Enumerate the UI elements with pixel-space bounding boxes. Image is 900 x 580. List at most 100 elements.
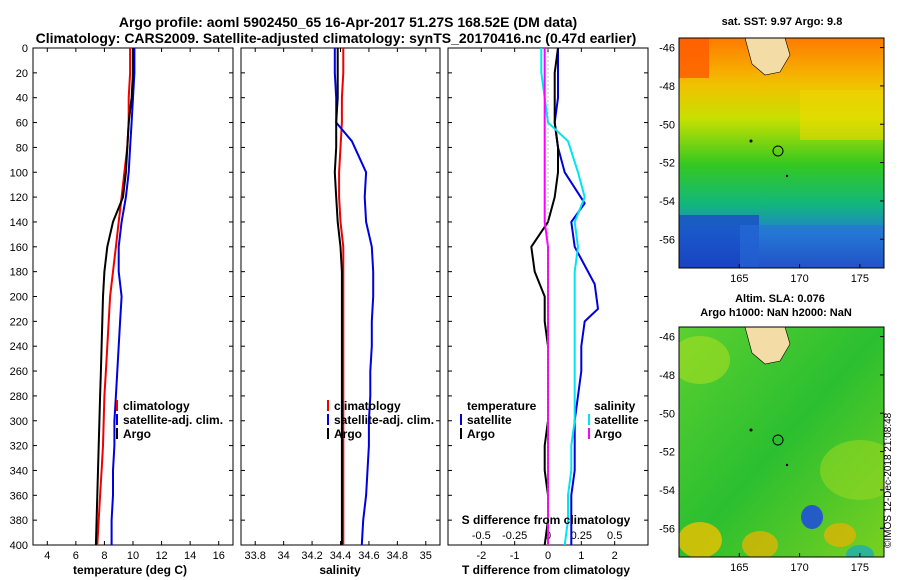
sst-cold-patch (740, 225, 884, 268)
legend-satellite: satellite-adj. clim. (334, 413, 434, 427)
difference-x-tick-label: 0 (545, 550, 551, 562)
difference-x-tick-label: -2 (476, 550, 486, 562)
depth-tick-label: 260 (10, 366, 28, 378)
map-y-tick-label: -50 (659, 119, 675, 131)
legend-t-argo: Argo (467, 427, 495, 441)
legend-climatology-swatch (327, 400, 329, 411)
map-x-tick-label: 170 (790, 562, 808, 574)
sla-high-patch (820, 440, 884, 500)
legend-t-satellite-swatch (460, 414, 462, 425)
sla-map-axes: 165 170 175 -46 -48 -50 -52 -54 -56 (659, 332, 884, 574)
sla-island-marker (785, 463, 789, 467)
sla-argo-position-marker (772, 434, 784, 446)
figure-title-line2: Climatology: CARS2009. Satellite-adjuste… (36, 30, 637, 46)
depth-tick-label: 80 (16, 142, 28, 154)
salinity-series (333, 48, 375, 546)
map-y-tick-label: -48 (659, 370, 675, 382)
map-y-tick-label: -52 (659, 447, 675, 459)
legend-argo-swatch (116, 428, 118, 439)
map-y-tick-label: -50 (659, 408, 675, 420)
temperature-x-tick-label: 4 (44, 550, 50, 562)
salinity-x-tick-label: 34.6 (358, 550, 379, 562)
salinity-panel (240, 47, 441, 546)
sst-map-title: sat. SST: 9.97 Argo: 9.8 (722, 16, 843, 28)
map-y-tick-label: -54 (659, 485, 675, 497)
sla-high-patch (679, 522, 722, 557)
sla-high-patch (679, 336, 730, 384)
sla-map-title: Altim. SLA: 0.076 (735, 293, 825, 305)
difference-s-tick-label: 0.25 (571, 530, 592, 542)
difference-salinity-legend: salinity satellite Argo (588, 399, 639, 441)
figure-title-line1: Argo profile: aoml 5902450_65 16-Apr-201… (119, 14, 577, 30)
sst-warm-patch (679, 38, 709, 78)
series-s-satellite (540, 48, 586, 546)
depth-tick-label: 160 (10, 242, 28, 254)
depth-tick-label: 380 (10, 515, 28, 527)
map-x-tick-label: 175 (851, 562, 869, 574)
legend-temperature-title: temperature (467, 399, 537, 413)
salinity-x-tick-label: 34.4 (330, 550, 351, 562)
temperature-x-tick-label: 12 (155, 550, 167, 562)
temperature-panel (32, 47, 234, 546)
series-argo (333, 48, 343, 545)
difference-s-tick-label: 0.5 (607, 530, 622, 542)
temperature-x-label: temperature (deg C) (73, 563, 187, 577)
map-x-tick-label: 175 (851, 273, 869, 285)
legend-s-satellite-swatch (588, 414, 590, 425)
depth-tick-label: 320 (10, 441, 28, 453)
sla-high-patch (824, 523, 856, 547)
legend-argo: Argo (123, 427, 151, 441)
legend-s-argo: Argo (594, 427, 622, 441)
difference-s-axis: -0.5 -0.25 0 0.25 0.5 (472, 530, 622, 542)
temperature-x-tick-label: 16 (213, 550, 225, 562)
temperature-x-axis: 4 6 8 10 12 14 16 (44, 48, 225, 562)
depth-tick-label: 60 (16, 118, 28, 130)
depth-axis: 0 20 40 60 80 100 120 140 160 180 200 220 240 260 280 3… (10, 43, 648, 552)
legend-t-argo-swatch (460, 428, 462, 439)
legend-satellite-swatch (327, 414, 329, 425)
depth-tick-label: 400 (10, 540, 28, 552)
legend-s-satellite: satellite (594, 413, 639, 427)
difference-temperature-legend: temperature satellite Argo (460, 399, 537, 441)
map-y-tick-label: -52 (659, 158, 675, 170)
difference-s-tick-label: -0.25 (502, 530, 527, 542)
temperature-x-tick-label: 8 (101, 550, 107, 562)
legend-t-satellite: satellite (467, 413, 512, 427)
sla-map-frame (678, 326, 885, 558)
salinity-x-tick-label: 33.8 (245, 550, 266, 562)
sla-island-marker (749, 428, 753, 432)
salinity-x-tick-label: 34 (278, 550, 290, 562)
series-argo (94, 48, 134, 546)
temperature-series (94, 48, 136, 546)
salinity-x-tick-label: 35 (420, 550, 432, 562)
map-y-tick-label: -48 (659, 81, 675, 93)
depth-tick-label: 340 (10, 465, 28, 477)
map-y-tick-label: -46 (659, 43, 675, 55)
map-y-tick-label: -54 (659, 196, 675, 208)
depth-tick-label: 300 (10, 416, 28, 428)
map-y-tick-label: -56 (659, 523, 675, 535)
sst-warm-patch (800, 90, 884, 140)
depth-tick-label: 240 (10, 341, 28, 353)
depth-tick-label: 40 (16, 93, 28, 105)
series-satellite-adj-clim (333, 48, 375, 546)
sla-land-new-zealand (744, 327, 791, 365)
sla-low-patch (846, 545, 874, 557)
depth-tick-label: 120 (10, 192, 28, 204)
sst-island-marker (749, 139, 753, 143)
depth-tick-label: 180 (10, 267, 28, 279)
salinity-legend: climatology satellite-adj. clim. Argo (327, 399, 434, 441)
sst-map-frame (678, 37, 885, 269)
depth-tick-label: 280 (10, 391, 28, 403)
temperature-x-tick-label: 6 (73, 550, 79, 562)
salinity-x-tick-label: 34.2 (301, 550, 322, 562)
legend-argo-swatch (327, 428, 329, 439)
sst-map-axes: 165 170 175 -46 -48 -50 -52 -54 -56 (659, 43, 884, 285)
difference-x-tick-label: 1 (578, 550, 584, 562)
depth-tick-label: 140 (10, 217, 28, 229)
legend-s-argo-swatch (588, 428, 590, 439)
sst-argo-position-marker (772, 145, 784, 157)
difference-s-tick-label: -0.5 (472, 530, 491, 542)
salinity-x-label: salinity (319, 563, 361, 577)
